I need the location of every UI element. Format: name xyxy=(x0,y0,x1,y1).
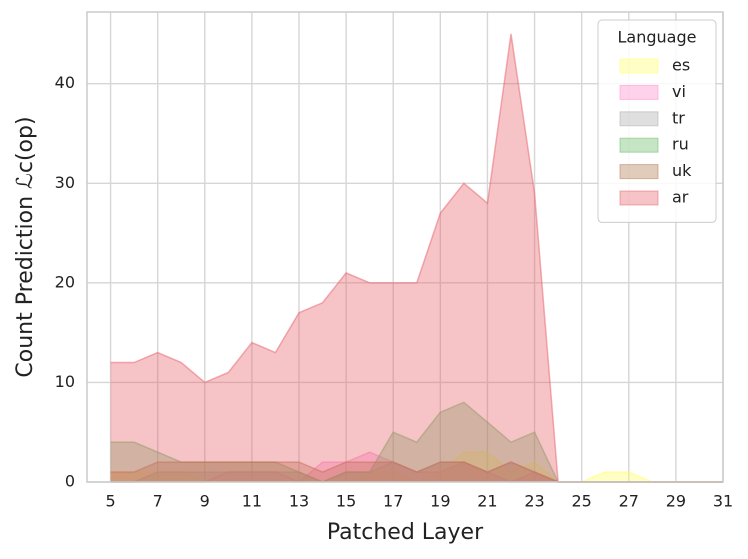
x-tick-label: 23 xyxy=(524,492,544,511)
x-tick-label: 29 xyxy=(666,492,686,511)
x-tick-label: 5 xyxy=(105,492,115,511)
legend-label: ru xyxy=(672,135,689,154)
area xyxy=(110,452,724,482)
y-tick-label: 40 xyxy=(55,73,75,92)
legend-label: uk xyxy=(672,161,692,180)
y-axis-label: Count Prediction ℒc(op) xyxy=(13,116,38,377)
x-tick-label: 19 xyxy=(430,492,450,511)
y-tick-label: 30 xyxy=(55,173,75,192)
y-tick-label: 0 xyxy=(65,472,75,491)
plot-frame xyxy=(86,11,724,483)
x-axis-label: Patched Layer xyxy=(327,520,484,545)
x-tick-label: 9 xyxy=(200,492,210,511)
x-tick-label: 21 xyxy=(477,492,497,511)
legend-label: tr xyxy=(672,108,685,127)
legend-label: es xyxy=(672,56,690,75)
legend-swatch xyxy=(619,190,659,206)
x-tick-label: 13 xyxy=(289,492,309,511)
y-tick-label: 20 xyxy=(55,272,75,291)
legend-swatch xyxy=(619,111,659,127)
legend-swatch xyxy=(619,164,659,180)
legend-swatch xyxy=(619,84,659,100)
y-tick-label: 10 xyxy=(55,372,75,391)
x-tick-label: 31 xyxy=(713,492,733,511)
legend-label: ar xyxy=(672,188,689,207)
legend-title: Language xyxy=(618,28,697,47)
x-tick-label: 15 xyxy=(336,492,356,511)
area xyxy=(110,33,724,483)
legend-swatch xyxy=(619,58,659,74)
x-tick-label: 17 xyxy=(383,492,403,511)
x-tick-label: 7 xyxy=(153,492,163,511)
area xyxy=(110,452,724,482)
legend-box xyxy=(597,19,717,223)
legend-label: vi xyxy=(672,82,686,101)
x-tick-label: 27 xyxy=(619,492,639,511)
x-tick-label: 25 xyxy=(571,492,591,511)
x-tick-label: 11 xyxy=(242,492,262,511)
legend-swatch xyxy=(619,137,659,153)
